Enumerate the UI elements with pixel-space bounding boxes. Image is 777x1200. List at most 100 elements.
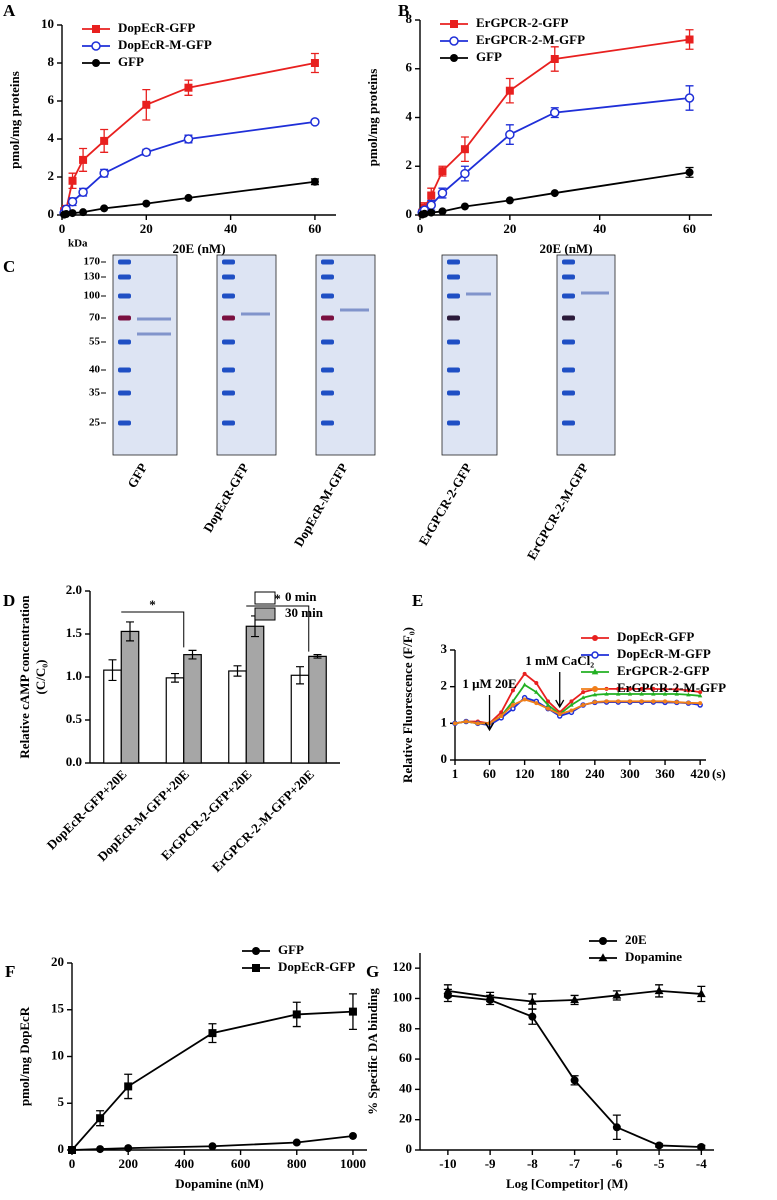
- panel-letter: F: [5, 962, 15, 981]
- ladder-band: [562, 367, 575, 373]
- marker: [627, 699, 632, 704]
- x-axis-label: (s): [712, 766, 726, 781]
- marker: [510, 703, 515, 707]
- y-axis-label: % Specific DA binding: [365, 988, 380, 1115]
- lane-label: DopEcR-M-GFP: [291, 460, 351, 549]
- y-axis-label: pmol/mg DopEcR: [17, 1006, 32, 1106]
- marker: [534, 701, 539, 706]
- marker: [78, 187, 88, 197]
- marker: [580, 695, 586, 700]
- y-tick-label: 5: [58, 1094, 65, 1109]
- marker: [68, 1146, 76, 1154]
- marker: [557, 712, 562, 717]
- ladder-band: [118, 339, 131, 345]
- marker: [697, 693, 703, 698]
- bar: [290, 674, 310, 764]
- annotation-arrow: [484, 695, 495, 732]
- significance-label: *: [274, 591, 281, 606]
- marker: [569, 699, 574, 704]
- marker: [684, 93, 695, 103]
- ladder-band: [562, 274, 575, 280]
- series-line: [454, 698, 701, 725]
- ladder-band: [447, 420, 460, 426]
- ladder-band: [118, 367, 131, 373]
- y-tick-label: 3: [441, 641, 448, 656]
- marker: [546, 706, 551, 711]
- ladder-band: [447, 339, 460, 345]
- x-tick-label: 20: [503, 221, 516, 236]
- x-tick-label: 40: [593, 221, 606, 236]
- marker: [464, 719, 469, 724]
- x-tick-label: 360: [655, 766, 675, 781]
- marker: [68, 209, 77, 218]
- y-tick-label: 1.0: [66, 668, 82, 683]
- ladder-band: [222, 367, 235, 373]
- marker: [310, 59, 319, 67]
- error-bar: [188, 649, 197, 660]
- marker: [651, 699, 656, 704]
- marker: [505, 129, 515, 140]
- ladder-band: [222, 420, 235, 426]
- y-tick-label: 60: [399, 1050, 412, 1065]
- marker: [208, 1029, 217, 1038]
- marker: [438, 207, 447, 216]
- marker: [550, 107, 560, 118]
- x-tick-label: 0: [417, 221, 424, 236]
- marker: [142, 199, 151, 208]
- error-bar: [126, 621, 134, 642]
- x-tick-label: 180: [550, 766, 570, 781]
- marker: [570, 995, 580, 1004]
- marker: [651, 686, 656, 691]
- y-tick-label: 15: [51, 1001, 65, 1016]
- marker: [142, 100, 151, 109]
- marker: [591, 668, 599, 675]
- marker: [184, 83, 193, 92]
- sample-band: [137, 332, 171, 336]
- x-tick-label: -5: [654, 1156, 665, 1171]
- y-tick-label: 0: [58, 1141, 65, 1156]
- marker: [252, 947, 260, 955]
- marker-label: 70: [89, 312, 101, 324]
- marker-label: 170: [84, 256, 101, 268]
- x-tick-label: 400: [175, 1156, 195, 1171]
- y-tick-label: 100: [393, 989, 413, 1004]
- sample-band: [581, 291, 609, 295]
- y-tick-label: 2: [48, 168, 55, 183]
- marker: [604, 699, 609, 704]
- y-axis-label: pmol/mg proteins: [365, 69, 380, 167]
- marker: [697, 1142, 706, 1151]
- marker: [449, 36, 459, 46]
- lane-label: ErGPCR-2-M-GFP: [524, 460, 592, 562]
- ladder-band: [118, 420, 131, 426]
- marker: [141, 147, 152, 158]
- marker: [627, 686, 632, 691]
- marker: [686, 692, 691, 697]
- marker: [68, 176, 77, 185]
- x-axis-label: Log [Competitor] (M): [506, 1176, 628, 1191]
- marker: [100, 136, 109, 145]
- y-tick-label: 0.0: [66, 754, 82, 769]
- marker: [437, 188, 448, 198]
- marker: [522, 682, 527, 687]
- y-tick-label: 2: [406, 157, 413, 172]
- ladder-band: [562, 339, 575, 345]
- y-tick-label: 0: [48, 206, 55, 221]
- marker: [310, 177, 319, 186]
- marker: [663, 687, 668, 692]
- marker: [599, 937, 607, 945]
- marker: [534, 681, 539, 685]
- marker: [485, 992, 495, 1001]
- marker: [686, 700, 691, 705]
- marker: [685, 35, 694, 44]
- ladder-band: [118, 259, 131, 265]
- legend-label: ErGPCR-2-GFP: [476, 15, 568, 30]
- x-tick-label: 60: [683, 221, 696, 236]
- y-tick-label: 4: [406, 108, 413, 123]
- marker: [96, 1114, 105, 1123]
- ladder-band: [118, 390, 131, 396]
- marker: [96, 1145, 105, 1154]
- marker: [698, 701, 703, 706]
- legend-label: DopEcR-M-GFP: [118, 37, 212, 52]
- ladder-band: [321, 420, 334, 426]
- bar: [120, 630, 140, 764]
